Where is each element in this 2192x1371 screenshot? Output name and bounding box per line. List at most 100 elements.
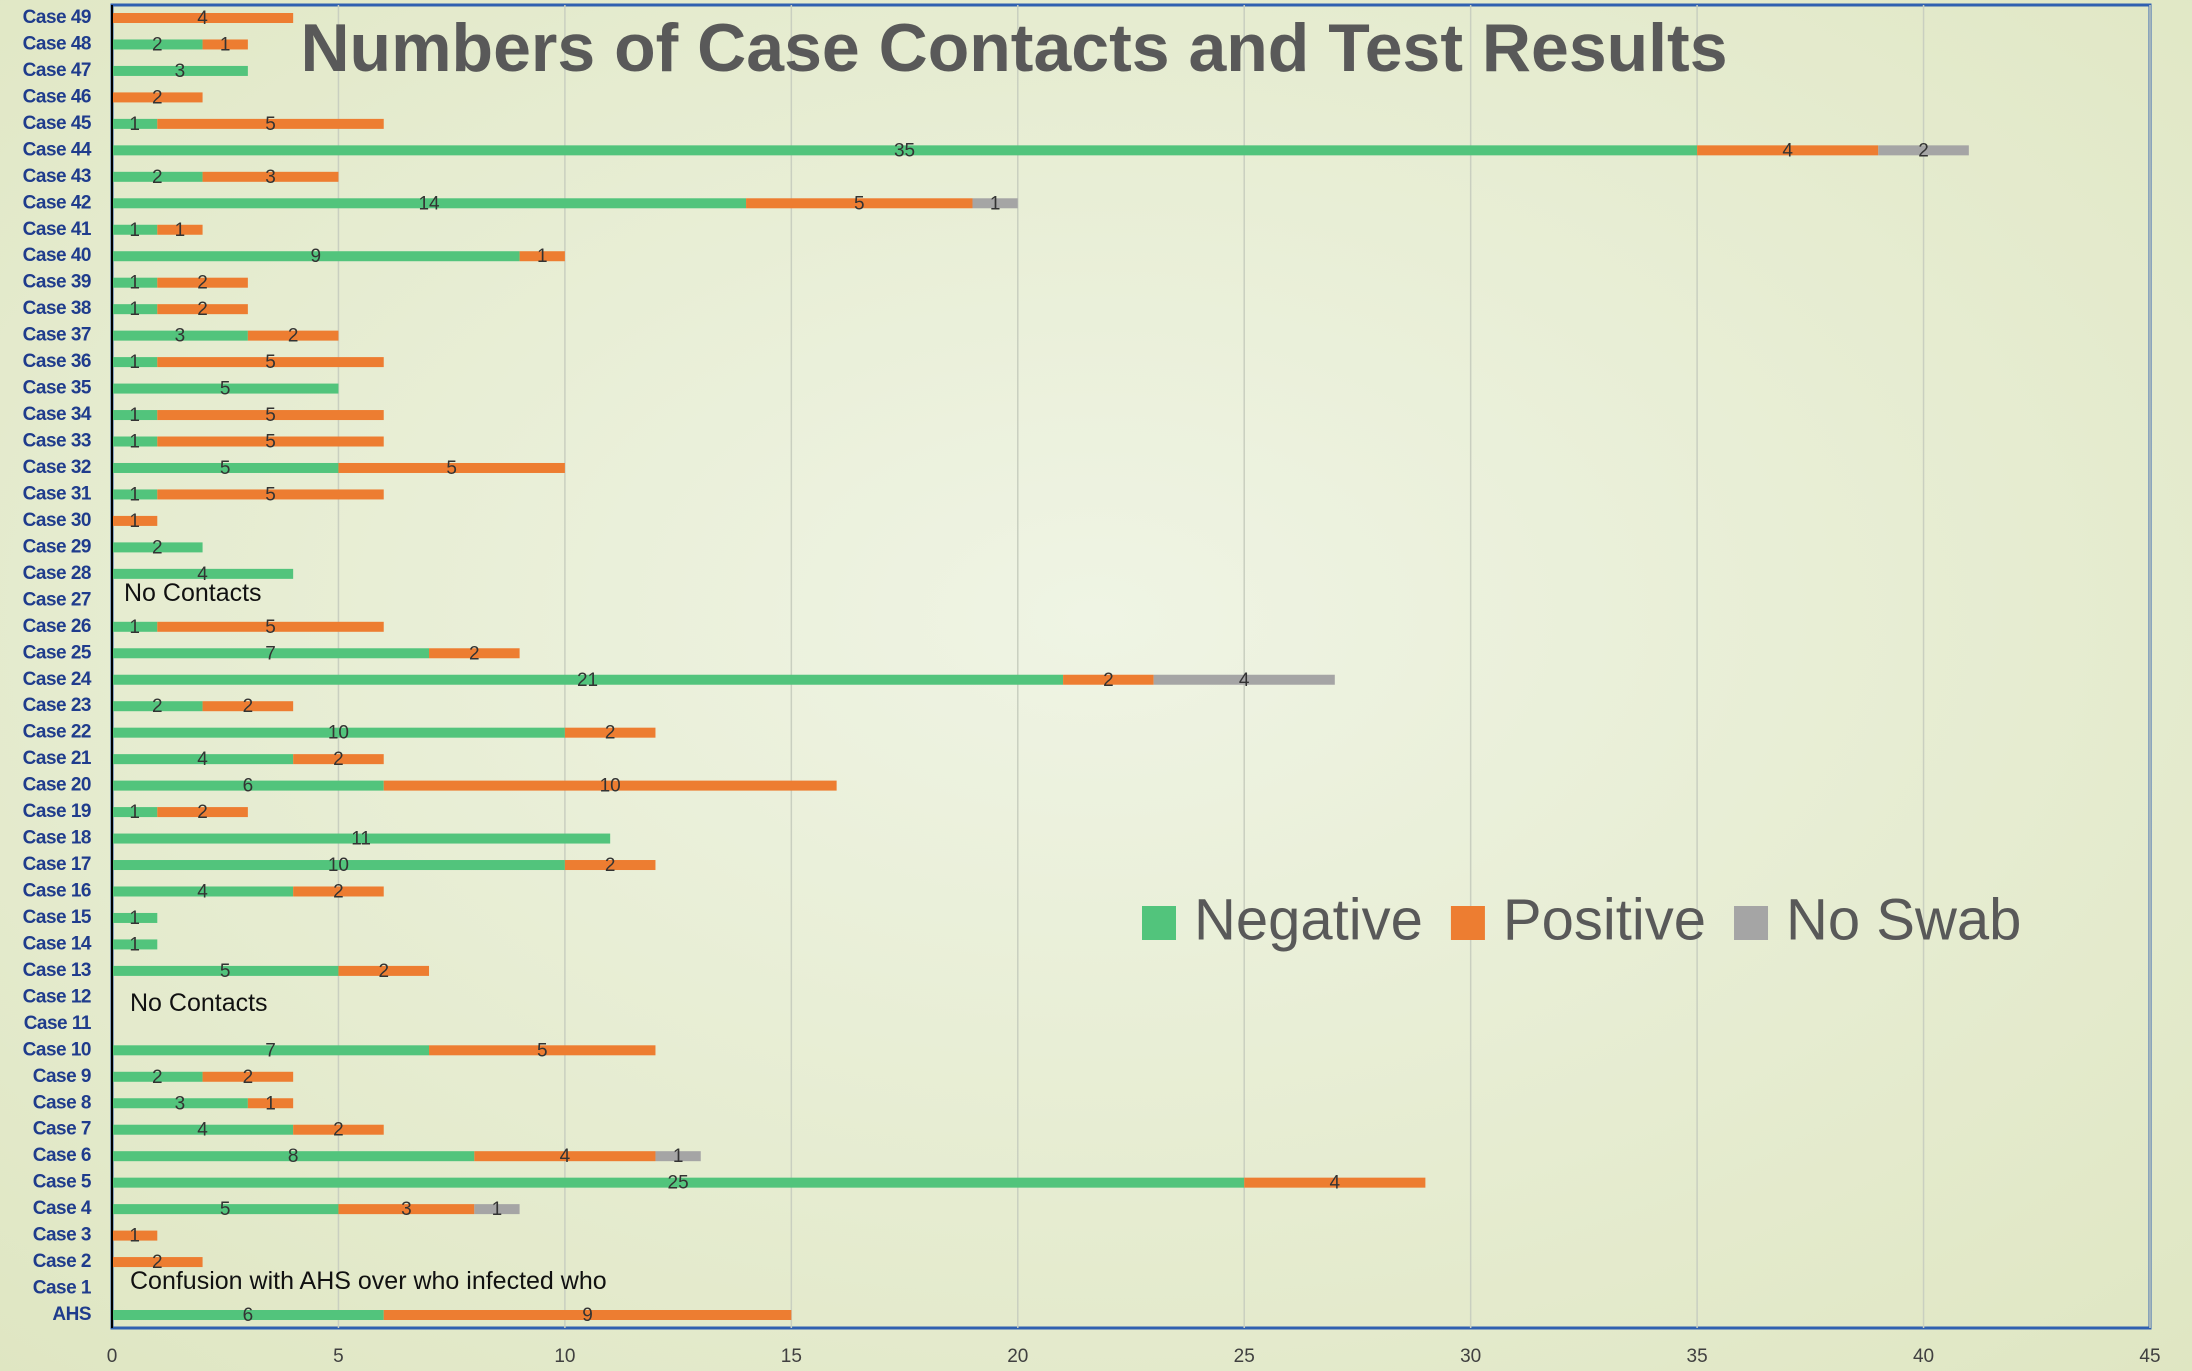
bar-segment	[429, 648, 520, 659]
bar-segment	[112, 727, 565, 738]
data-label: 5	[220, 961, 231, 982]
data-label: 2	[152, 537, 163, 558]
y-tick-label: Case 32	[23, 457, 91, 478]
y-tick-label: Case 15	[23, 907, 92, 928]
data-label: 7	[265, 1040, 276, 1061]
bar-segment	[519, 251, 565, 262]
bar-segment	[112, 198, 747, 209]
x-tick-label: 5	[333, 1346, 344, 1367]
data-label: 1	[492, 1199, 503, 1220]
y-tick-label: Case 24	[23, 669, 92, 690]
y-tick-label: Case 35	[23, 378, 92, 399]
y-tick-label: Case 39	[23, 272, 91, 293]
y-tick-label: Case 1	[33, 1278, 92, 1299]
bar-segment	[112, 462, 339, 473]
bar-segment	[112, 1151, 475, 1162]
data-label: 1	[129, 802, 140, 823]
bar-segment	[157, 489, 384, 500]
bar-segment	[112, 1124, 294, 1135]
y-tick-label: Case 21	[23, 748, 92, 769]
y-tick-label: Case 42	[23, 192, 91, 213]
data-label: 2	[378, 961, 389, 982]
bar-segment	[429, 1045, 656, 1056]
data-label: 2	[333, 1120, 344, 1141]
y-tick-label: Case 43	[23, 166, 91, 187]
bar-segment	[112, 568, 294, 579]
bar-segment	[112, 833, 611, 844]
annotation: No Contacts	[130, 989, 268, 1017]
bar-segment	[338, 1204, 475, 1215]
data-label: 1	[129, 511, 140, 532]
data-label: 4	[197, 564, 208, 585]
bar-segment	[112, 65, 248, 76]
bar-segment	[247, 1098, 294, 1109]
y-tick-label: Case 34	[23, 404, 92, 425]
data-label: 2	[243, 1067, 254, 1088]
data-label: 10	[600, 776, 621, 797]
data-label: 5	[220, 379, 231, 400]
bar-segment	[383, 1310, 792, 1320]
bar-segment	[112, 224, 158, 235]
bar-segment	[202, 701, 294, 712]
bar-segment	[564, 860, 656, 871]
y-tick-label: Case 46	[23, 86, 91, 107]
data-label: 4	[197, 882, 208, 903]
data-label: 1	[129, 220, 140, 241]
bar-segment	[112, 860, 565, 871]
y-tick-label: Case 47	[23, 60, 91, 81]
y-tick-label: Case 2	[33, 1251, 91, 1272]
legend-label: Positive	[1503, 887, 1706, 952]
data-label: 2	[197, 299, 208, 320]
data-label: 5	[265, 484, 276, 505]
bar-segment	[247, 330, 339, 341]
y-tick-label: Case 16	[23, 881, 91, 902]
bar-segment	[293, 754, 384, 765]
legend-swatch	[1734, 906, 1769, 940]
data-label: 2	[605, 723, 616, 744]
y-tick-label: Case 5	[33, 1172, 92, 1193]
y-tick-label: Case 3	[33, 1225, 91, 1246]
bar-segment	[655, 1151, 701, 1162]
y-tick-label: Case 26	[23, 616, 91, 637]
data-label: 2	[333, 749, 344, 770]
y-tick-label: Case 13	[23, 960, 91, 981]
data-label: 10	[328, 855, 349, 876]
data-label: 1	[129, 1226, 140, 1247]
y-tick-label: Case 29	[23, 536, 91, 557]
data-label: 1	[129, 405, 140, 426]
bar-segment	[112, 780, 384, 791]
data-label: 1	[129, 908, 140, 929]
data-label: 2	[605, 855, 616, 876]
bar-segment	[293, 1124, 384, 1135]
data-label: 1	[220, 34, 231, 55]
y-tick-label: Case 48	[23, 33, 91, 54]
bar-segment	[112, 1230, 158, 1241]
bar-segment	[112, 330, 248, 341]
bar-segment	[202, 171, 339, 182]
x-tick-label: 40	[1913, 1346, 1934, 1367]
bar-segment	[157, 807, 248, 818]
data-label: 5	[537, 1040, 548, 1061]
y-tick-label: Case 33	[23, 431, 91, 452]
bar-segment	[202, 39, 248, 50]
data-label: 2	[152, 696, 163, 717]
data-label: 3	[401, 1199, 412, 1220]
y-tick-label: Case 18	[23, 828, 91, 849]
data-label: 2	[333, 882, 344, 903]
data-label: 21	[577, 670, 598, 691]
data-label: 4	[1782, 140, 1793, 161]
x-tick-label: 30	[1460, 1346, 1481, 1367]
legend-label: Negative	[1194, 887, 1423, 952]
data-label: 2	[152, 1252, 163, 1273]
data-label: 4	[197, 8, 208, 29]
data-label: 9	[582, 1305, 593, 1326]
bar-segment	[112, 807, 158, 818]
bar-segment	[112, 304, 158, 315]
bar-segment	[112, 277, 158, 288]
y-tick-label: Case 23	[23, 695, 91, 716]
y-tick-label: Case 22	[23, 722, 91, 743]
bar-segment	[112, 674, 1064, 685]
data-label: 2	[1918, 140, 1929, 161]
